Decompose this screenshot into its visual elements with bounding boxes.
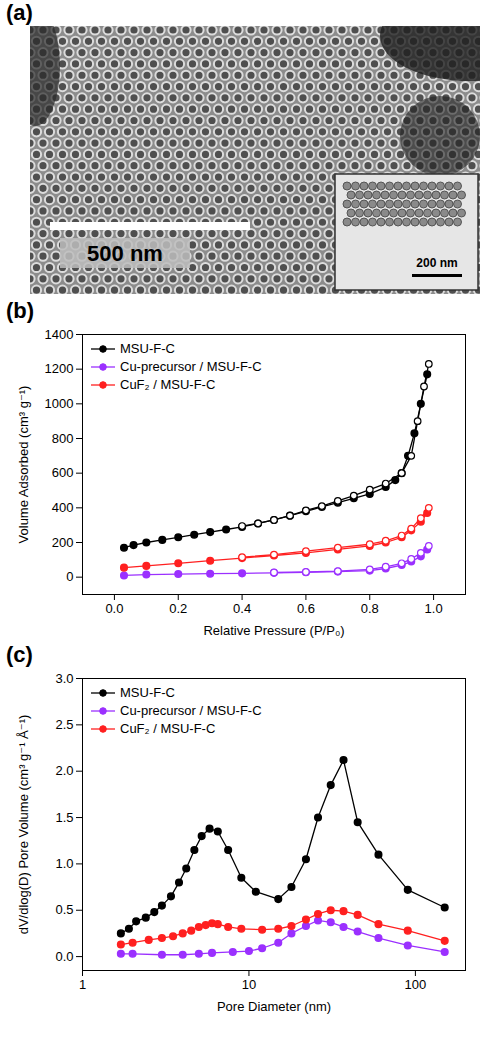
svg-text:1.0: 1.0: [425, 601, 443, 616]
html-text:CuF₂ / MSU-F-C: CuF₂ / MSU-F-C: [120, 377, 216, 392]
html-text:MSU-F-C: MSU-F-C: [120, 685, 175, 700]
svg-text:dV/dlog(D) Pore Volume (cm³ g⁻: dV/dlog(D) Pore Volume (cm³ g⁻¹ Å⁻¹): [16, 715, 31, 935]
svg-text:100: 100: [405, 977, 427, 992]
svg-text:200 nm: 200 nm: [416, 256, 457, 270]
svg-text:0: 0: [66, 569, 73, 584]
svg-text:0.0: 0.0: [55, 949, 73, 964]
svg-text:Relative Pressure (P/P₀): Relative Pressure (P/P₀): [203, 623, 344, 638]
svg-text:600: 600: [52, 465, 74, 480]
svg-text:1.0: 1.0: [55, 856, 73, 871]
svg-text:3.0: 3.0: [55, 671, 73, 686]
svg-text:Volume Adsorbed (cm³ g⁻¹): Volume Adsorbed (cm³ g⁻¹): [16, 386, 31, 544]
html-text:Cu-precursor / MSU-F-C: Cu-precursor / MSU-F-C: [120, 359, 262, 374]
svg-text:0.6: 0.6: [297, 601, 315, 616]
svg-text:Pore Diameter (nm): Pore Diameter (nm): [217, 999, 331, 1014]
html-text:MSU-F-C: MSU-F-C: [120, 341, 175, 356]
html-text:(b): (b): [6, 298, 35, 323]
html-text:(a): (a): [6, 0, 33, 25]
svg-text:2.5: 2.5: [55, 717, 73, 732]
svg-text:1.5: 1.5: [55, 810, 73, 825]
svg-text:200: 200: [52, 535, 74, 550]
svg-text:500 nm: 500 nm: [87, 241, 163, 266]
svg-text:1200: 1200: [45, 361, 74, 376]
svg-text:400: 400: [52, 500, 74, 515]
svg-text:800: 800: [52, 431, 74, 446]
svg-text:1400: 1400: [45, 327, 74, 342]
html-text:Cu-precursor / MSU-F-C: Cu-precursor / MSU-F-C: [120, 703, 262, 718]
svg-text:2.0: 2.0: [55, 763, 73, 778]
svg-text:1000: 1000: [45, 396, 74, 411]
html-text:(c): (c): [6, 642, 33, 667]
svg-text:0.4: 0.4: [233, 601, 251, 616]
svg-text:10: 10: [242, 977, 256, 992]
svg-text:0.2: 0.2: [169, 601, 187, 616]
html-text:CuF₂ / MSU-F-C: CuF₂ / MSU-F-C: [120, 721, 216, 736]
svg-text:0.0: 0.0: [105, 601, 123, 616]
svg-text:1: 1: [79, 977, 86, 992]
svg-text:0.5: 0.5: [55, 902, 73, 917]
svg-text:0.8: 0.8: [361, 601, 379, 616]
